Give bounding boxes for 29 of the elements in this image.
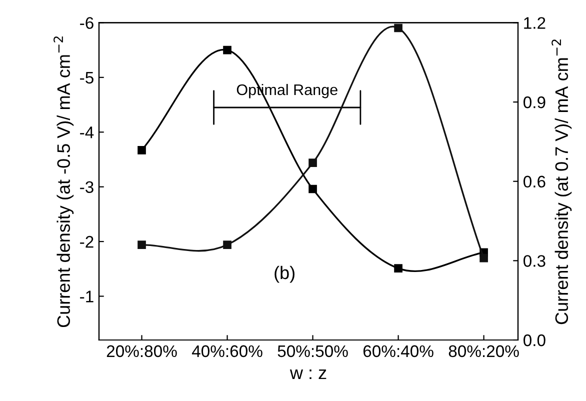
annotation: (b) (274, 266, 294, 283)
x-tick-label: 50%:50% (278, 345, 348, 358)
y-tick-label: -1 (80, 290, 94, 302)
y2-tick-label: 1.2 (524, 17, 546, 29)
point (223, 46, 232, 54)
point (394, 264, 402, 272)
point (138, 146, 146, 154)
y2-tick-label: 0.3 (524, 255, 546, 267)
x-axis-title: w : z (290, 370, 326, 380)
x-tick-label: 80%:20% (448, 345, 519, 358)
x-tick-label: 20%:80% (106, 345, 177, 358)
point (308, 158, 317, 168)
point (223, 240, 232, 249)
y-tick-label: -6 (80, 17, 94, 29)
point (138, 240, 146, 249)
y2-tick-label: 0.9 (524, 96, 546, 108)
point (308, 184, 317, 194)
y-axis-title: Current density (at -0.5 V)/ mA cm$^{−2}$ (54, 36, 74, 328)
x-tick-label: 40%:60% (192, 345, 262, 358)
y-tick-label: -4 (80, 126, 94, 138)
y2-tick-label: 0.6 (524, 176, 546, 188)
point (394, 24, 402, 32)
y2-axis-title: Current density (at 0.7 V)/ mA cm$^{−2}$ (552, 40, 572, 324)
y-tick-label: -3 (80, 181, 94, 194)
x-tick-label: 60%:40% (363, 345, 434, 358)
y-tick-label: -2 (80, 236, 94, 248)
point (480, 254, 488, 262)
y2-tick-label: 0.0 (524, 334, 546, 346)
y-tick-label: -5 (80, 72, 94, 84)
